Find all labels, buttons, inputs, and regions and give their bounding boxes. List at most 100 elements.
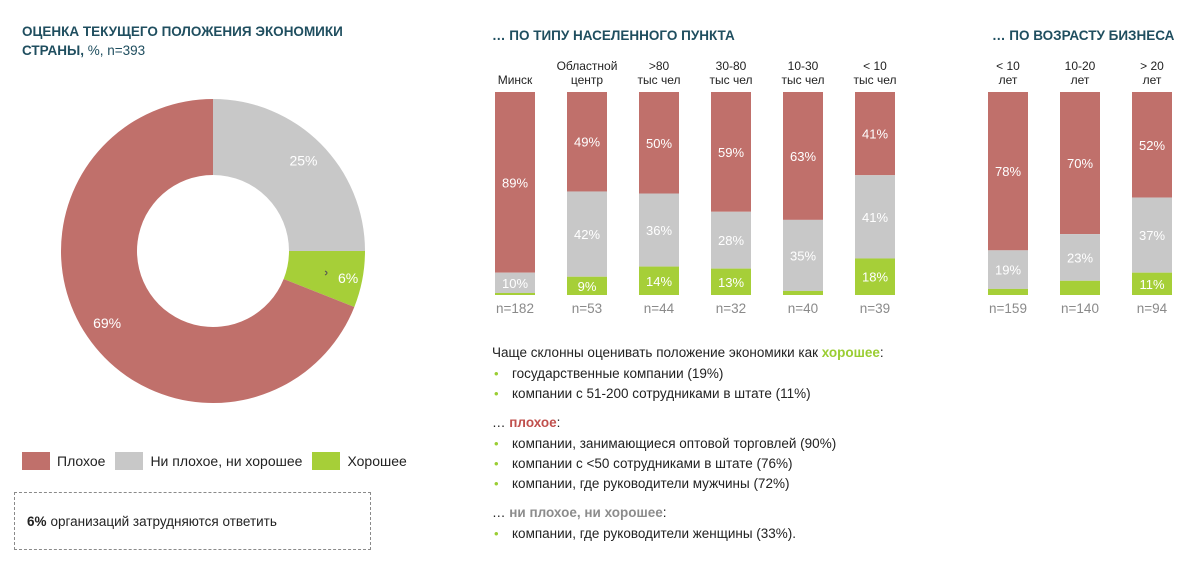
settlement-bar-bad xyxy=(855,92,895,176)
donut-title-line1: ОЦЕНКА ТЕКУЩЕГО ПОЛОЖЕНИЯ ЭКОНОМИКИ xyxy=(22,24,343,39)
age-value-label-neutral: 37% xyxy=(1139,228,1165,243)
settlement-value-label-neutral: 28% xyxy=(718,233,744,248)
good-list: государственные компании (19%) компании … xyxy=(492,364,1052,404)
bad-list: компании, занимающиеся оптовой торговлей… xyxy=(492,434,1052,494)
settlement-bar-neutral xyxy=(855,175,895,259)
neutral-list: компании, где руководители женщины (33%)… xyxy=(492,524,1052,544)
age-bar-neutral xyxy=(1060,234,1100,281)
settlement-bar-neutral xyxy=(639,193,679,267)
age-sample-size: n=159 xyxy=(989,301,1027,316)
age-category-label: < 10 xyxy=(996,59,1020,73)
settlement-category-label: Минск xyxy=(498,73,533,87)
settlement-category-label: тыс чел xyxy=(782,73,825,87)
settlement-bar-neutral xyxy=(783,219,823,291)
age-value-label-bad: 70% xyxy=(1067,156,1093,171)
notes-heading-neutral-highlight: ни плохое, ни хорошее xyxy=(509,505,663,520)
donut-label-bad: 69% xyxy=(93,315,121,331)
settlement-bar-bad xyxy=(783,92,823,220)
list-item: компании, где руководители женщины (33%)… xyxy=(492,524,1052,544)
age-bar-neutral xyxy=(988,250,1028,289)
settlement-category-label: тыс чел xyxy=(854,73,897,87)
age-category-label: 10-20 xyxy=(1065,59,1096,73)
settlement-value-label-neutral: 10% xyxy=(502,276,528,291)
settlement-category-label: Областной xyxy=(557,59,618,73)
donut-title-line2: СТРАНЫ, %, n=393 xyxy=(22,41,343,60)
notes-heading-bad-prefix: … xyxy=(492,415,510,430)
settlement-bar-neutral xyxy=(711,211,751,269)
legend-label-good: Хорошее xyxy=(347,453,407,469)
settlement-bar-bad xyxy=(495,92,535,273)
age-category-label: лет xyxy=(1071,73,1090,87)
list-item: компании с 51-200 сотрудниками в штате (… xyxy=(492,384,1052,404)
age-bar-good xyxy=(1132,272,1172,295)
settlement-category-label: тыс чел xyxy=(638,73,681,87)
donut-chart: 25% 6% 69% xyxy=(61,99,365,403)
list-item: компании с <50 сотрудниками в штате (76%… xyxy=(492,454,1052,474)
settlement-bar-good xyxy=(783,290,823,295)
legend-swatch-good xyxy=(312,452,341,470)
age-bar-good xyxy=(1060,280,1100,295)
settlement-category-label: >80 xyxy=(649,59,670,73)
settlement-category-label: 10-30 xyxy=(788,59,819,73)
age-value-label-neutral: 23% xyxy=(1067,250,1093,265)
notes-heading-bad-highlight: плохое xyxy=(509,415,557,430)
settlement-bar-bad xyxy=(567,92,607,192)
settlement-sample-size: n=32 xyxy=(716,301,746,316)
settlement-value-label-bad: 63% xyxy=(790,149,816,164)
settlement-bar-good xyxy=(495,292,535,295)
age-sample-size: n=140 xyxy=(1061,301,1099,316)
donut-chart-title: ОЦЕНКА ТЕКУЩЕГО ПОЛОЖЕНИЯ ЭКОНОМИКИ СТРА… xyxy=(22,22,343,60)
settlement-bar-neutral xyxy=(495,272,535,293)
settlement-value-label-neutral: 35% xyxy=(790,248,816,263)
chart-legend: Плохое Ни плохое, ни хорошее Хорошее xyxy=(22,450,417,472)
notes-heading-neutral-prefix: … xyxy=(492,505,510,520)
legend-item-neutral: Ни плохое, ни хорошее xyxy=(115,452,302,470)
notes-heading-good-prefix: Чаще склонны оценивать положение экономи… xyxy=(492,345,822,360)
settlement-value-label-bad: 89% xyxy=(502,175,528,190)
settlement-chart-title: … ПО ТИПУ НАСЕЛЕННОГО ПУНКТА xyxy=(492,28,735,43)
settlement-sample-size: n=40 xyxy=(788,301,818,316)
donut-label-good: 6% xyxy=(338,270,358,286)
settlement-category-label: тыс чел xyxy=(710,73,753,87)
age-category-label: лет xyxy=(1143,73,1162,87)
settlement-value-label-neutral: 41% xyxy=(862,210,888,225)
donut-slice-bad xyxy=(61,99,355,403)
list-item: государственные компании (19%) xyxy=(492,364,1052,384)
age-bar-bad xyxy=(988,92,1028,251)
settlement-value-label-bad: 41% xyxy=(862,127,888,142)
business-age-chart-title: … ПО ВОЗРАСТУ БИЗНЕСА xyxy=(992,28,1175,43)
legend-label-neutral: Ни плохое, ни хорошее xyxy=(150,453,303,469)
age-value-label-neutral: 19% xyxy=(995,263,1021,278)
settlement-value-label-bad: 49% xyxy=(574,135,600,150)
legend-label-bad: Плохое xyxy=(57,453,106,469)
no-answer-note: 6% организаций затрудняются ответить xyxy=(14,492,371,550)
list-item: компании, где руководители мужчины (72%) xyxy=(492,474,1052,494)
legend-swatch-neutral xyxy=(115,452,144,470)
notes-heading-neutral-suffix: : xyxy=(662,505,667,520)
notes-heading-neutral: … ни плохое, ни хорошее: xyxy=(492,502,1052,524)
settlement-value-label-good: 18% xyxy=(862,270,888,285)
age-bar-bad xyxy=(1132,92,1172,198)
donut-title-bold: СТРАНЫ, xyxy=(22,43,84,58)
list-item: компании, занимающиеся оптовой торговлей… xyxy=(492,434,1052,454)
settlement-bar-neutral xyxy=(567,191,607,277)
settlement-value-label-bad: 50% xyxy=(646,136,672,151)
legend-item-bad: Плохое xyxy=(22,452,105,470)
age-value-label-good: 11% xyxy=(1139,277,1164,292)
no-answer-text: организаций затрудняются ответить xyxy=(50,513,277,529)
settlement-value-label-good: 9% xyxy=(578,279,597,294)
settlement-sample-size: n=39 xyxy=(860,301,890,316)
settlement-value-label-good: 14% xyxy=(646,274,672,289)
notes-heading-good-suffix: : xyxy=(879,345,884,360)
settlement-value-label-neutral: 42% xyxy=(574,227,600,242)
donut-label-neutral: 25% xyxy=(289,152,317,168)
settlement-category-label: центр xyxy=(571,73,604,87)
settlement-bar-good xyxy=(639,266,679,295)
settlement-value-label-good: 13% xyxy=(718,275,744,290)
donut-label-leader xyxy=(324,270,328,276)
settlement-value-label-neutral: 36% xyxy=(646,223,672,238)
notes-heading-bad: … плохое: xyxy=(492,412,1052,434)
legend-swatch-bad xyxy=(22,452,50,470)
settlement-bar-bad xyxy=(711,92,751,212)
age-bar-bad xyxy=(1060,92,1100,235)
